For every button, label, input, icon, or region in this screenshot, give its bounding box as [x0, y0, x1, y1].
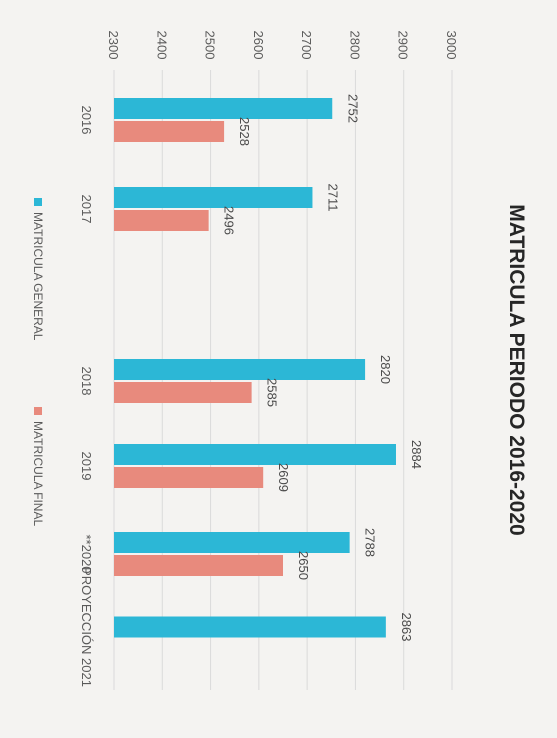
- value-tick-label: 3000: [444, 31, 459, 60]
- value-tick-label: 2700: [299, 31, 314, 60]
- bar-matricula-general: [114, 98, 333, 119]
- data-label: 2752: [345, 94, 360, 123]
- value-tick-label: 2400: [154, 31, 169, 60]
- data-labels: 2752 2528 2711 2496 2820 2585 2884 2609 2788 2650…: [222, 94, 424, 641]
- data-label: 2528: [237, 117, 252, 146]
- data-label: 2863: [399, 613, 414, 642]
- bar-matricula-general: [114, 187, 313, 208]
- legend-label: MATRICULA FINAL: [31, 421, 45, 526]
- value-tick-label: 2900: [396, 31, 411, 60]
- bar-matricula-general: [114, 359, 366, 380]
- bar-matricula-final: [114, 382, 252, 403]
- data-label: 2496: [222, 206, 237, 235]
- data-label: 2711: [325, 184, 340, 212]
- data-label: 2788: [363, 528, 378, 557]
- category-label: 2019: [79, 452, 94, 481]
- legend: MATRICULA GENERAL MATRICULA FINAL: [31, 198, 45, 526]
- value-tick-label: 2300: [106, 31, 121, 60]
- category-label: 2017: [79, 195, 94, 224]
- bars: [114, 98, 396, 638]
- legend-swatch: [34, 407, 42, 415]
- bar-matricula-final: [114, 467, 264, 488]
- value-tick-label: 2800: [347, 31, 362, 60]
- value-axis-ticks: 2300 2400 2500 2600 2700 2800 2900 3000: [106, 31, 459, 60]
- data-label: 2650: [296, 551, 311, 580]
- bar-matricula-final: [114, 121, 225, 142]
- category-label: PROYECCIÓN 2021: [79, 567, 94, 687]
- data-label: 2820: [378, 355, 393, 384]
- bar-matricula-general: [114, 532, 350, 553]
- value-tick-label: 2500: [203, 31, 218, 60]
- bar-matricula-final: [114, 555, 283, 576]
- bar-matricula-final: [114, 210, 209, 231]
- legend-swatch: [34, 198, 42, 206]
- legend-label: MATRICULA GENERAL: [31, 212, 45, 341]
- category-label: 2016: [79, 106, 94, 135]
- category-label: **2020: [79, 534, 94, 573]
- bar-matricula-general: [114, 444, 396, 465]
- category-label: 2018: [79, 367, 94, 396]
- chart-title: MATRICULA PERIODO 2016-2020: [505, 204, 528, 535]
- data-label: 2884: [409, 440, 424, 469]
- bar-matricula-general: [114, 616, 386, 638]
- data-label: 2609: [276, 463, 291, 492]
- data-label: 2585: [265, 378, 280, 407]
- value-tick-label: 2600: [251, 31, 266, 60]
